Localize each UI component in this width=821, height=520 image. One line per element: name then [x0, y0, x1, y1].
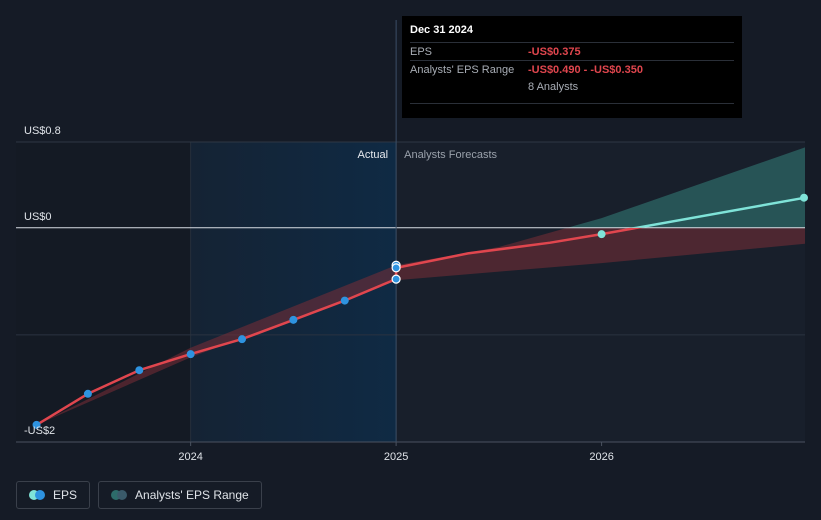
region-label-forecast: Analysts Forecasts [404, 149, 497, 161]
eps-point-current [391, 263, 401, 273]
tooltip-eps-row: EPS -US$0.375 [410, 42, 734, 60]
eps-forecast-line-positive [630, 196, 806, 228]
x-tick-label: 2025 [384, 451, 408, 463]
eps-point [289, 315, 298, 324]
eps-point [186, 350, 195, 359]
x-tick-label: 2024 [178, 451, 202, 463]
chart-legend: EPS Analysts' EPS Range [16, 481, 262, 509]
eps-forecast-line-negative [395, 227, 645, 270]
legend-range-label: Analysts' EPS Range [135, 488, 249, 502]
tooltip-date: Dec 31 2024 [410, 24, 473, 36]
eps-point [340, 296, 349, 305]
eps-legend-icon [29, 490, 45, 500]
legend-eps-label: EPS [53, 488, 78, 502]
forecast-point-end [800, 193, 808, 202]
analysts-range-band-negative [36, 227, 805, 425]
tooltip-range-row: Analysts' EPS Range -US$0.490 - -US$0.35… [410, 60, 734, 78]
eps-point [83, 389, 92, 398]
hover-tooltip: Dec 31 2024 EPS -US$0.375 Analysts' EPS … [402, 16, 742, 118]
tooltip-eps-label: EPS [410, 45, 433, 58]
tooltip-divider [410, 103, 734, 104]
tooltip-range-value: -US$0.490 - -US$0.350 [528, 63, 643, 76]
tooltip-range-label: Analysts' EPS Range [410, 63, 515, 76]
eps-point [238, 335, 247, 344]
tooltip-analysts-count: 8 Analysts [528, 80, 579, 93]
tooltip-eps-value: -US$0.375 [528, 45, 581, 58]
y-tick-label-top: US$0.8 [24, 125, 61, 137]
legend-analysts-range[interactable]: Analysts' EPS Range [98, 481, 262, 509]
y-tick-label-bottom: -US$2 [24, 425, 55, 437]
forecast-point [597, 230, 606, 239]
eps-point [32, 420, 41, 429]
tooltip-analysts-row: 8 Analysts [410, 78, 734, 95]
y-tick-label-zero: US$0 [24, 211, 52, 223]
x-tick-label: 2026 [589, 451, 613, 463]
eps-point [135, 366, 144, 375]
past-region [16, 142, 191, 442]
range-legend-icon [111, 490, 128, 500]
region-label-actual: Actual [358, 149, 389, 161]
eps-point-range-low [391, 274, 401, 284]
legend-eps[interactable]: EPS [16, 481, 91, 509]
